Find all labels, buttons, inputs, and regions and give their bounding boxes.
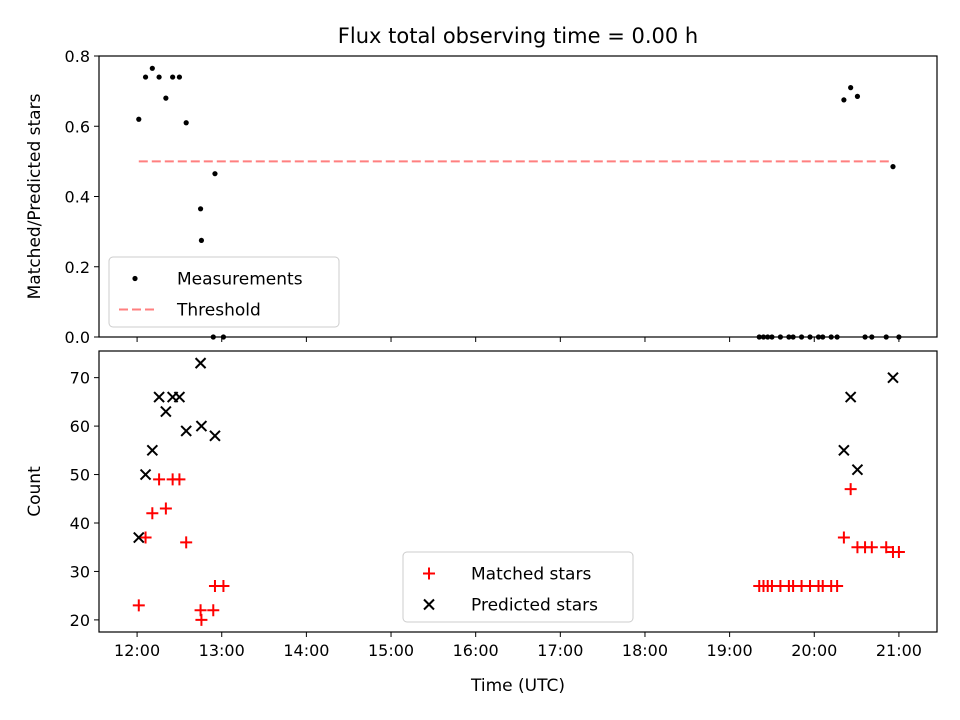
y-tick-label: 60 — [70, 417, 90, 436]
y-tick-label: 0.6 — [65, 117, 90, 136]
data-point — [209, 430, 221, 442]
x-tick-label: 20:00 — [791, 641, 837, 660]
y-axis-label: Count — [25, 466, 45, 517]
data-point — [880, 541, 893, 554]
data-point — [173, 473, 186, 486]
data-point — [159, 502, 172, 515]
bottom-panel: 20 30 40 50 60 70 12:00 13:00 14:00 15:00 16:00 17:… — [25, 350, 938, 696]
data-point — [890, 164, 896, 170]
y-axis-label: Matched/Predicted stars — [25, 93, 45, 299]
y-tick-label: 20 — [70, 611, 90, 630]
data-point — [160, 405, 172, 418]
x-tick-label: 15:00 — [368, 641, 414, 660]
data-point — [153, 391, 165, 403]
legend-label: Predicted stars — [471, 596, 598, 616]
x-tick-label: 14:00 — [283, 641, 329, 660]
legend-label: Threshold — [176, 301, 261, 321]
x-tick-label: 13:00 — [199, 641, 245, 660]
data-point — [195, 613, 208, 626]
data-point — [212, 171, 218, 177]
y-tick-label: 40 — [70, 514, 90, 533]
data-point — [170, 74, 176, 80]
data-point — [136, 116, 142, 122]
data-point — [146, 444, 159, 457]
data-point — [831, 579, 844, 592]
data-point — [180, 536, 193, 549]
y-tick-label: 0.4 — [65, 188, 90, 207]
legend: Matched stars Predicted stars — [402, 551, 634, 623]
data-point — [163, 95, 169, 101]
x-tick-label: 21:00 — [876, 641, 922, 660]
data-point — [132, 599, 145, 612]
data-point — [139, 531, 152, 544]
data-point — [183, 120, 189, 126]
data-point — [207, 604, 220, 617]
x-tick-label: 12:00 — [114, 641, 160, 660]
data-point — [217, 579, 230, 592]
data-point — [180, 425, 192, 437]
series-matched-stars — [132, 473, 905, 626]
legend-swatch — [423, 598, 435, 611]
legend: Measurements Threshold — [108, 256, 340, 328]
data-point — [142, 74, 149, 80]
data-point — [153, 473, 166, 486]
y-tick-label: 0.2 — [65, 258, 90, 277]
data-point — [149, 65, 155, 71]
axes-frame — [98, 350, 938, 633]
data-point — [139, 468, 152, 481]
y-tick-label: 0.8 — [65, 47, 90, 66]
data-point — [848, 85, 854, 91]
data-point — [837, 531, 850, 544]
legend-swatch — [132, 275, 138, 282]
data-point — [198, 237, 205, 244]
legend-label: Measurements — [177, 270, 303, 290]
data-point — [865, 541, 878, 554]
data-point — [173, 391, 186, 403]
x-tick-label: 16:00 — [453, 641, 499, 660]
axes-frame — [98, 55, 938, 338]
data-point — [133, 531, 145, 544]
legend-label: Matched stars — [471, 565, 591, 585]
x-tick-label: 19:00 — [707, 641, 753, 660]
x-tick-label: 17:00 — [537, 641, 583, 660]
data-point — [156, 74, 162, 80]
data-point — [892, 546, 905, 559]
data-point — [194, 357, 207, 369]
series-predicted-stars — [133, 357, 899, 544]
x-tick-label: 18:00 — [622, 641, 668, 660]
data-point — [851, 463, 864, 476]
series-measurements — [136, 65, 902, 340]
y-tick-label: 30 — [70, 562, 90, 581]
data-point — [176, 74, 183, 80]
data-point — [844, 391, 857, 403]
data-point — [854, 93, 861, 99]
data-point — [841, 97, 847, 103]
data-point — [197, 206, 204, 212]
y-tick-label: 0.0 — [65, 328, 90, 347]
top-panel: 0.0 0.2 0.4 0.6 0.8 Matched/Predicted stars Me… — [25, 47, 938, 347]
data-point — [838, 444, 850, 457]
y-tick-label: 70 — [70, 369, 90, 388]
data-point — [146, 507, 159, 520]
y-tick-label: 50 — [70, 466, 90, 485]
data-point — [887, 371, 899, 384]
chart-title: Flux total observing time = 0.00 h — [338, 24, 698, 48]
x-axis-label: Time (UTC) — [470, 676, 565, 696]
data-point — [195, 420, 208, 432]
legend-box — [108, 256, 340, 328]
legend-box — [402, 551, 634, 623]
data-point — [844, 483, 857, 496]
legend-swatch — [423, 567, 435, 580]
